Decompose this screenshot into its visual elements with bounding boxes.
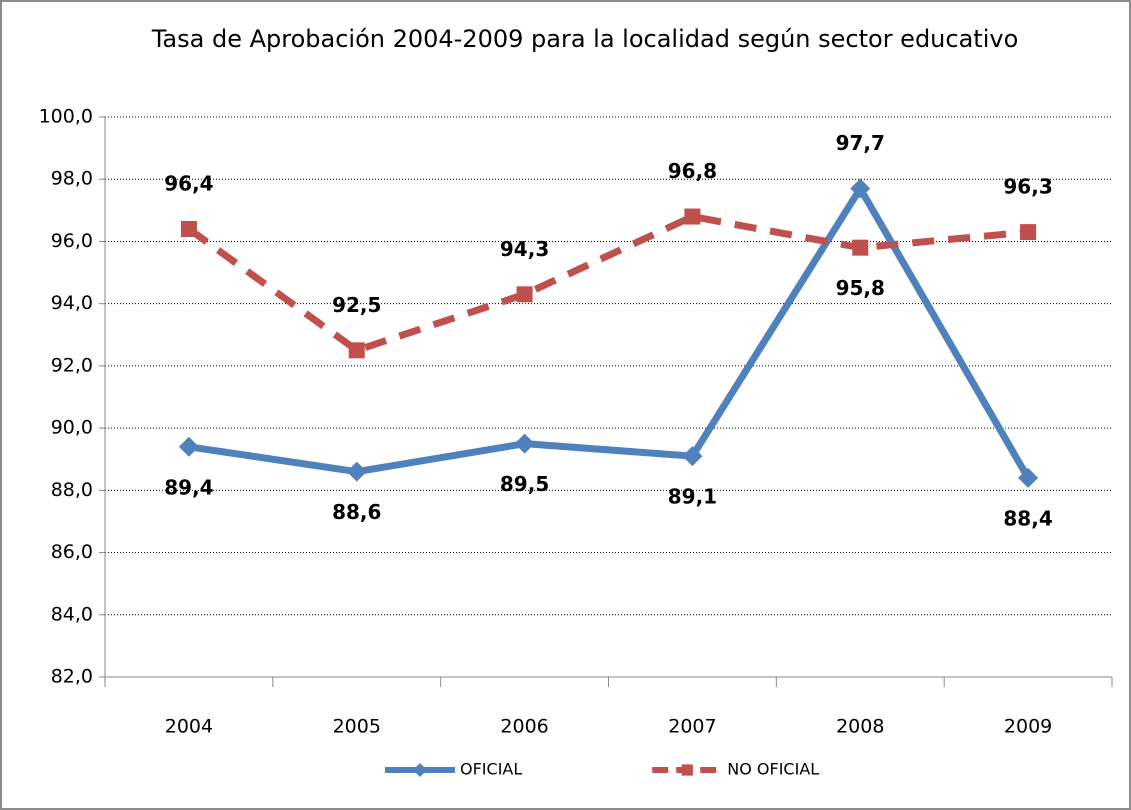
y-tick-label: 100,0 [39, 106, 93, 128]
marker [684, 208, 701, 225]
marker [346, 461, 367, 482]
marker [1018, 467, 1039, 488]
data-label: 89,4 [164, 475, 213, 499]
data-label: 88,6 [332, 500, 381, 524]
y-tick-label: 86,0 [51, 541, 93, 563]
marker [681, 764, 693, 776]
chart-title: Tasa de Aprobación 2004-2009 para la loc… [151, 25, 1019, 53]
series-line [188, 185, 1032, 480]
marker [514, 433, 535, 454]
y-tick-label: 94,0 [51, 292, 93, 314]
y-tick-label: 98,0 [51, 168, 93, 190]
x-tick-label: 2005 [333, 716, 381, 738]
marker [348, 342, 365, 359]
y-tick-label: 84,0 [51, 603, 93, 625]
data-label: 97,7 [836, 131, 885, 155]
marker [516, 286, 533, 303]
data-label: 88,4 [1003, 506, 1052, 530]
data-label: 94,3 [500, 237, 549, 261]
marker [413, 763, 427, 777]
x-tick-label: 2009 [1004, 716, 1052, 738]
data-label: 95,8 [836, 276, 885, 300]
marker [682, 446, 703, 467]
y-tick-label: 82,0 [51, 666, 93, 688]
series-line [186, 213, 1029, 354]
y-tick-label: 92,0 [51, 354, 93, 376]
data-label: 96,3 [1003, 175, 1052, 199]
y-tick-label: 88,0 [51, 479, 93, 501]
data-label: 96,8 [668, 159, 717, 183]
marker [850, 178, 871, 199]
marker [1020, 224, 1037, 241]
marker [852, 239, 869, 256]
y-tick-label: 96,0 [51, 230, 93, 252]
x-tick-label: 2006 [500, 716, 548, 738]
data-label: 96,4 [164, 172, 213, 196]
x-tick-label: 2004 [165, 716, 213, 738]
marker [178, 436, 199, 457]
x-tick-label: 2007 [668, 716, 716, 738]
legend-label: NO OFICIAL [727, 760, 819, 779]
x-tick-label: 2008 [836, 716, 884, 738]
data-label: 92,5 [332, 293, 381, 317]
legend-label: OFICIAL [460, 760, 522, 779]
marker [180, 221, 197, 237]
data-label: 89,1 [668, 485, 717, 509]
data-label: 89,5 [500, 472, 549, 496]
y-tick-label: 90,0 [51, 417, 93, 439]
